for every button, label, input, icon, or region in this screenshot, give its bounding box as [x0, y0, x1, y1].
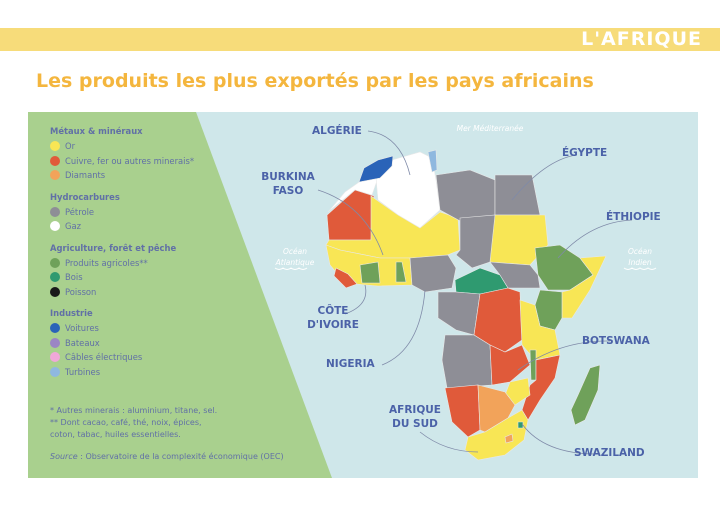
legend: Métaux & minéraux Or Cuivre, fer ou autres…: [50, 126, 194, 379]
sea-atlantic: Océan Atlantique: [265, 246, 325, 268]
legend-swatch: [50, 352, 60, 363]
country-namibia: [444, 384, 481, 438]
legend-swatch: [50, 206, 60, 217]
legend-swatch: [50, 221, 60, 232]
sea-label: Océan: [628, 247, 652, 256]
legend-swatch: [50, 337, 60, 348]
legend-item: Or: [50, 139, 194, 154]
legend-label: Bois: [65, 272, 83, 283]
legend-item: Cuivre, fer ou autres minerais*: [50, 154, 194, 169]
country-egypt: [494, 174, 541, 216]
legend-item: Pétrole: [50, 205, 194, 220]
country-lesotho: [504, 433, 514, 444]
legend-label: Diamants: [65, 170, 106, 181]
footnote: * Autres minerais : aluminium, titane, s…: [50, 406, 218, 415]
legend-swatch: [50, 286, 60, 297]
legend-label: Produits agricoles**: [65, 257, 148, 268]
legend-item: Turbines: [50, 365, 194, 380]
legend-category: Industrie: [50, 308, 93, 318]
country-sierra-leone: [333, 267, 358, 289]
sea-indian: Océan Indien: [615, 246, 665, 268]
footnote: ** Dont cacao, café, thé, noix, épices,: [50, 418, 202, 427]
footnote: coton, tabac, huiles essentielles.: [50, 430, 181, 439]
country-chad: [455, 214, 496, 269]
label-egypte: ÉGYPTE: [562, 147, 608, 159]
country-swaziland: [517, 421, 524, 429]
banner-title: L'AFRIQUE: [581, 28, 702, 50]
label-burkina-faso: BURKINA FASO: [260, 170, 316, 198]
legend-label: Pétrole: [65, 206, 95, 217]
legend-item: Bois: [50, 270, 194, 285]
legend-swatch: [50, 257, 60, 268]
legend-swatch: [50, 155, 60, 166]
legend-category: Métaux & minéraux: [50, 126, 143, 136]
label-line: CÔTE: [317, 305, 349, 317]
legend-label: Gaz: [65, 221, 82, 232]
source-text: : Observatoire de la complexité économiq…: [77, 452, 284, 461]
label-cote-divoire: CÔTE D'IVOIRE: [298, 304, 368, 332]
legend-label: Bateaux: [65, 337, 100, 348]
legend-label: Câbles électriques: [65, 352, 143, 363]
legend-item: Bateaux: [50, 336, 194, 351]
legend-swatch: [50, 323, 60, 334]
legend-swatch: [50, 272, 60, 283]
legend-label: Poisson: [65, 286, 97, 297]
country-madagascar: [570, 364, 601, 426]
country-ghana-togo: [395, 261, 407, 283]
country-tunisia: [427, 149, 438, 173]
label-algerie: ALGÉRIE: [312, 125, 362, 137]
atlantic-waves: [274, 267, 308, 270]
legend-item: Produits agricoles**: [50, 256, 194, 271]
legend-item: Voitures: [50, 321, 194, 336]
label-afrique-du-sud: AFRIQUE DU SUD: [386, 403, 444, 431]
label-arrows: [317, 130, 633, 455]
country-nigeria: [409, 254, 457, 293]
sea-label: Atlantique: [275, 258, 315, 267]
label-ethiopie: ÉTHIOPIE: [606, 211, 661, 223]
legend-label: Turbines: [65, 366, 101, 377]
sea-mediterranean: Mer Méditerranée: [456, 124, 524, 133]
label-line: FASO: [272, 185, 304, 197]
legend-swatch: [50, 170, 60, 181]
label-line: DU SUD: [392, 418, 438, 430]
legend-label: Cuivre, fer ou autres minerais*: [65, 155, 195, 166]
legend-category: Agriculture, forêt et pêche: [50, 242, 177, 253]
label-swaziland: SWAZILAND: [574, 447, 645, 459]
header-banner: L'AFRIQUE: [0, 28, 720, 51]
legend-item: Gaz: [50, 219, 194, 234]
source-note: Source : Observatoire de la complexité é…: [50, 452, 284, 461]
page-title: Les produits les plus exportés par les p…: [36, 70, 594, 92]
legend-item: Diamants: [50, 168, 194, 183]
country-cote-ivoire: [359, 261, 381, 284]
label-line: D'IVOIRE: [307, 319, 359, 331]
label-line: AFRIQUE: [389, 404, 441, 416]
country-gabon-congo: [437, 291, 481, 336]
label-line: BURKINA: [261, 171, 315, 183]
country-tanzania: [519, 299, 561, 361]
country-south-africa: [464, 409, 529, 461]
legend-label: Or: [65, 141, 76, 152]
footnotes: * Autres minerais : aluminium, titane, s…: [50, 405, 217, 441]
legend-item: Poisson: [50, 285, 194, 300]
sea-label: Indien: [628, 258, 652, 267]
country-south-sudan: [489, 261, 541, 289]
country-zambia: [489, 344, 531, 386]
legend-swatch: [50, 141, 60, 152]
legend-category: Hydrocarbures: [50, 191, 120, 202]
legend-panel: [28, 112, 332, 478]
country-morocco: [358, 155, 394, 183]
source-label: Source: [50, 452, 78, 461]
country-angola: [441, 334, 493, 389]
indian-waves: [623, 267, 657, 270]
label-nigeria: NIGERIA: [326, 358, 375, 370]
sea-label: Océan: [283, 247, 307, 256]
legend-item: Câbles électriques: [50, 350, 194, 365]
legend-label: Voitures: [65, 323, 99, 334]
country-mauritania: [326, 189, 375, 241]
label-botswana: BOTSWANA: [582, 335, 650, 347]
country-malawi: [529, 349, 537, 381]
legend-swatch: [50, 366, 60, 377]
